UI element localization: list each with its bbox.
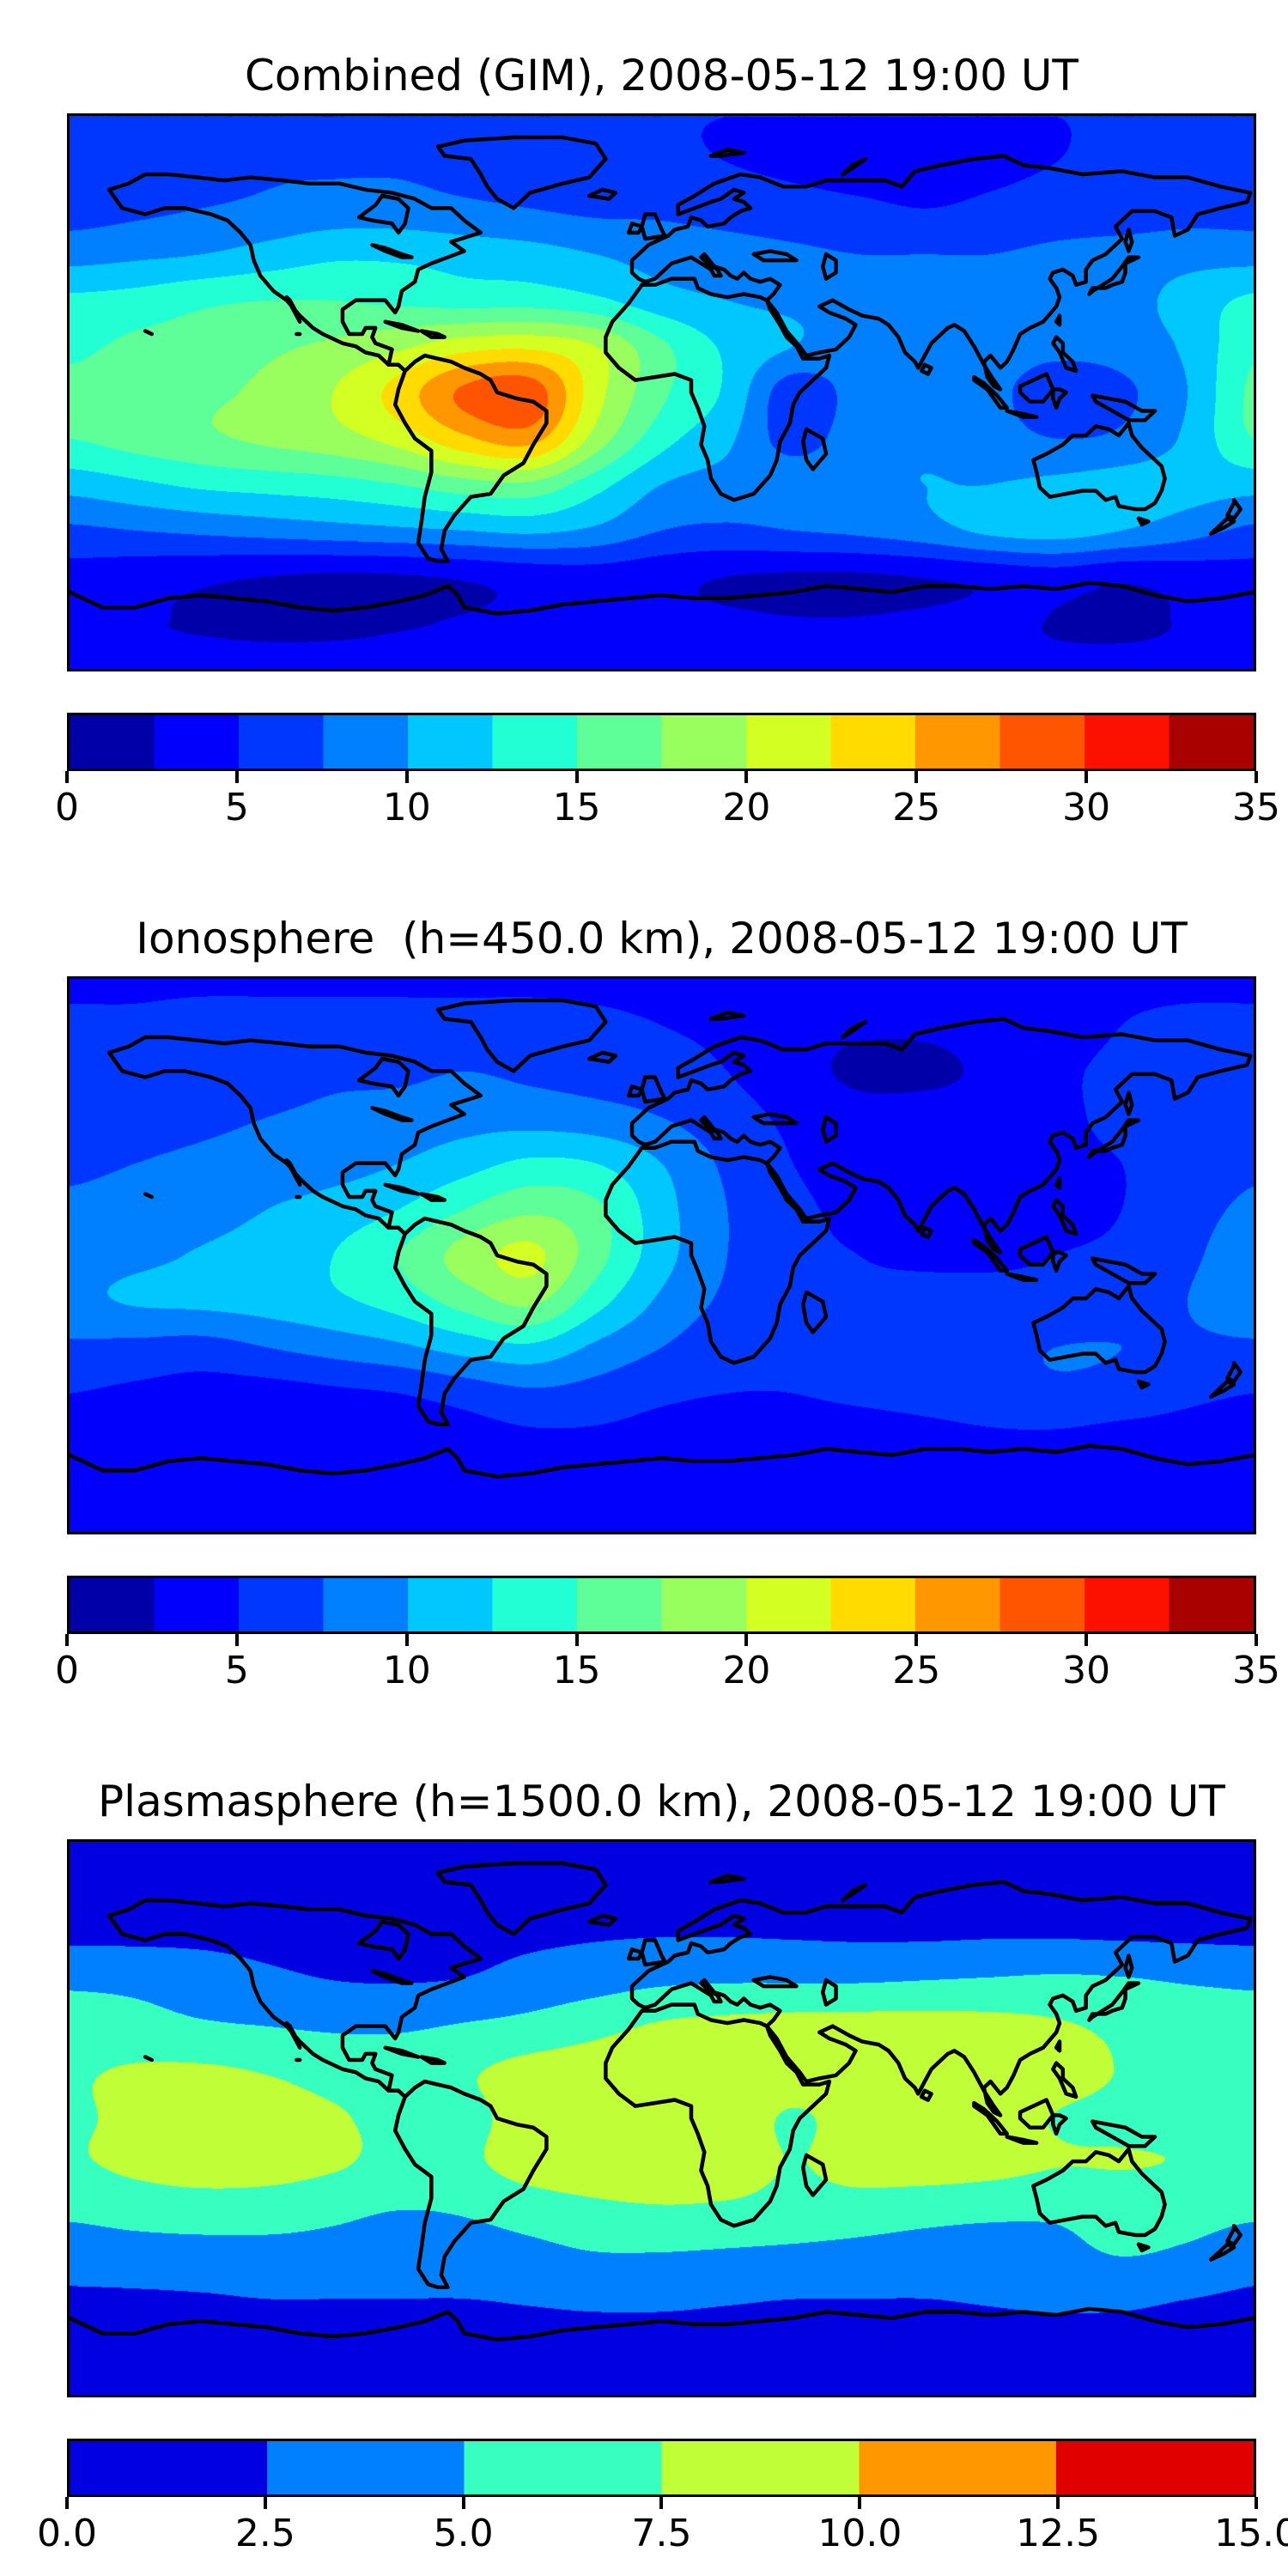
- colorbar-tick-label: 0: [55, 1649, 79, 1692]
- colorbar-tick: 30: [1062, 1634, 1110, 1691]
- colorbar-tick-label: 35: [1232, 1649, 1280, 1692]
- colorbar: [67, 1576, 1256, 1634]
- colorbar-tick-labels: 0 5 10 15 20 25 30 35: [55, 771, 1280, 848]
- colorbar-tick-mark: [858, 2497, 862, 2509]
- coastline-overlay: [70, 979, 1254, 1532]
- colorbar-tick-label: 30: [1062, 786, 1111, 829]
- colorbar-tick-mark: [1255, 771, 1258, 783]
- colorbar-tick-label: 0: [55, 786, 79, 829]
- colorbar-tick-label: 35: [1232, 786, 1280, 829]
- colorbar-tick-label: 10: [382, 1649, 431, 1692]
- panel-title-combined: Combined (GIM), 2008-05-12 19:00 UT: [245, 51, 1078, 100]
- colorbar-tick-label: 5: [224, 786, 249, 829]
- colorbar-tick-mark: [744, 771, 749, 783]
- colorbar-tick: 10: [383, 1634, 431, 1691]
- panel-title-ionosphere: Ionosphere (h=450.0 km), 2008-05-12 19:0…: [136, 914, 1188, 963]
- colorbar-tick: 10: [383, 771, 431, 828]
- colorbar-tick-mark: [574, 771, 579, 783]
- colorbar-tick-label: 2.5: [234, 2512, 295, 2555]
- tec-field-canvas: [70, 979, 1254, 1532]
- coastline-path: [70, 137, 1254, 614]
- colorbar-tick-mark: [65, 1634, 69, 1646]
- colorbar-tick-labels: 0.0 2.5 5.0 7.5 10.0 12.5 15.0: [37, 2497, 1288, 2574]
- colorbar-tick-mark: [1084, 1634, 1089, 1646]
- colorbar-tick: 2.5: [235, 2497, 295, 2554]
- colorbar-tick-mark: [1255, 1634, 1258, 1646]
- colorbar-tick: 15: [553, 1634, 601, 1691]
- colorbar-tick-mark: [234, 771, 239, 783]
- colorbar-tick: 35: [1232, 771, 1280, 828]
- colorbar-tick-label: 15: [552, 786, 601, 829]
- tec-field-canvas: [70, 116, 1254, 669]
- colorbar: [67, 713, 1256, 771]
- coastline-path: [70, 1000, 1254, 1477]
- panel-title-plasmasphere: Plasmasphere (h=1500.0 km), 2008-05-12 1…: [98, 1777, 1225, 1826]
- map-combined: [67, 113, 1256, 671]
- colorbar-tick: 0: [55, 771, 79, 828]
- colorbar-tick: 20: [722, 771, 770, 828]
- colorbar-tick-mark: [404, 771, 409, 783]
- coastline-overlay: [70, 1842, 1254, 2395]
- colorbar-tick-mark: [1255, 2497, 1258, 2509]
- colorbar-tick: 0: [55, 1634, 79, 1691]
- coastline-overlay: [70, 116, 1254, 669]
- map-plasmasphere: [67, 1839, 1256, 2397]
- colorbar-tick: 15: [553, 771, 601, 828]
- colorbar-tick-mark: [914, 771, 919, 783]
- colorbar-tick-label: 15.0: [1214, 2512, 1288, 2555]
- colorbar-tick-label: 25: [892, 1649, 941, 1692]
- colorbar-tick-label: 25: [892, 786, 941, 829]
- colorbar-tick-mark: [1056, 2497, 1060, 2509]
- colorbar-tick-mark: [574, 1634, 579, 1646]
- tec-field-canvas: [70, 1842, 1254, 2395]
- colorbar-tick-mark: [914, 1634, 919, 1646]
- colorbar-tick-mark: [744, 1634, 749, 1646]
- colorbar-tick-label: 10.0: [817, 2512, 902, 2555]
- colorbar-tick-mark: [659, 2497, 664, 2509]
- colorbar-tick-label: 10: [382, 786, 431, 829]
- colorbar-tick-label: 20: [722, 1649, 771, 1692]
- colorbar-tick: 5.0: [434, 2497, 494, 2554]
- colorbar-tick: 25: [892, 1634, 940, 1691]
- colorbar-tick: 10.0: [817, 2497, 902, 2554]
- colorbar-tick-label: 15: [552, 1649, 601, 1692]
- colorbar-tick-mark: [404, 1634, 409, 1646]
- colorbar-tick-mark: [64, 2497, 69, 2509]
- colorbar-tick: 12.5: [1016, 2497, 1100, 2554]
- colorbar-tick-label: 7.5: [631, 2512, 692, 2555]
- colorbar-tick-label: 5.0: [433, 2512, 494, 2555]
- colorbar: [67, 2439, 1256, 2497]
- colorbar-tick-label: 20: [722, 786, 771, 829]
- colorbar-tick-mark: [65, 771, 69, 783]
- colorbar-tick: 0.0: [37, 2497, 97, 2554]
- colorbar-tick-mark: [461, 2497, 465, 2509]
- colorbar-tick-label: 5: [224, 1649, 249, 1692]
- colorbar-tick: 15.0: [1214, 2497, 1288, 2554]
- colorbar-tick-mark: [234, 1634, 239, 1646]
- colorbar-tick-mark: [263, 2497, 267, 2509]
- colorbar-tick-labels: 0 5 10 15 20 25 30 35: [55, 1634, 1280, 1711]
- colorbar-tick: 5: [225, 771, 249, 828]
- colorbar-tick: 30: [1062, 771, 1110, 828]
- map-ionosphere: [67, 976, 1256, 1534]
- colorbar-tick: 25: [892, 771, 940, 828]
- colorbar-tick-label: 30: [1062, 1649, 1111, 1692]
- colorbar-tick: 7.5: [631, 2497, 692, 2555]
- coastline-path: [70, 1863, 1254, 2340]
- colorbar-tick: 20: [722, 1634, 770, 1691]
- colorbar-tick-label: 0.0: [37, 2512, 97, 2555]
- colorbar-tick-label: 12.5: [1016, 2512, 1101, 2555]
- colorbar-tick-mark: [1084, 771, 1089, 783]
- colorbar-tick: 35: [1232, 1634, 1280, 1691]
- colorbar-tick: 5: [225, 1634, 249, 1691]
